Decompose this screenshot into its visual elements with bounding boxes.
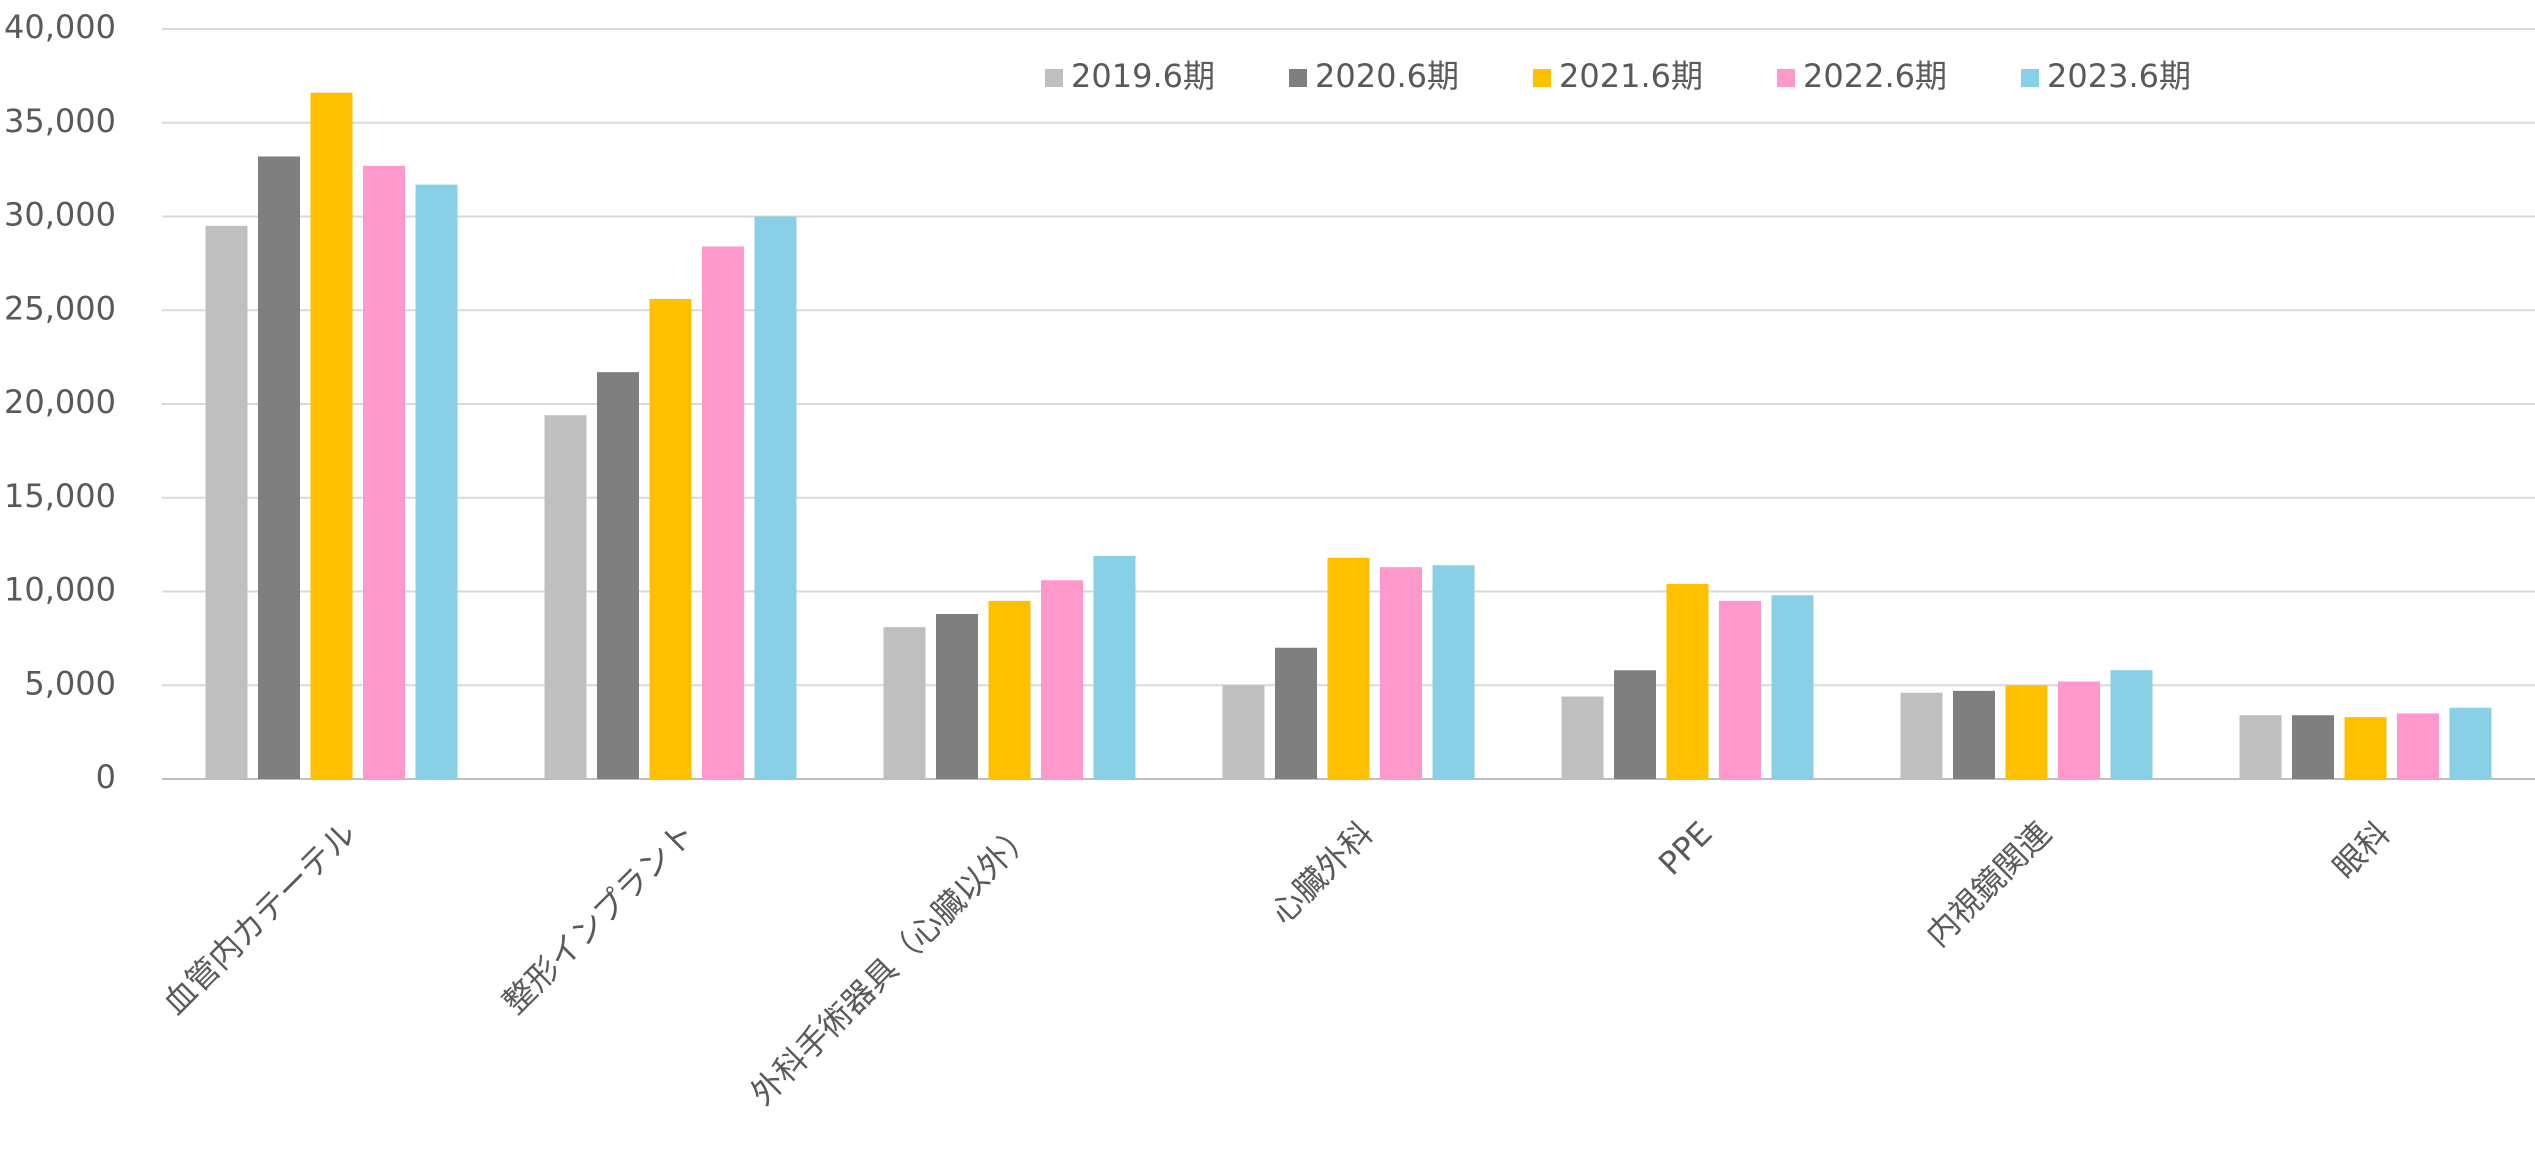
y-tick-label: 25,000 (4, 289, 116, 327)
bar (936, 614, 978, 779)
bar (597, 372, 639, 779)
bar (1222, 685, 1265, 779)
x-tick-label: 眼科 (2325, 814, 2397, 886)
y-tick-label: 20,000 (4, 383, 116, 421)
bar (702, 246, 744, 779)
bar (1275, 647, 1317, 779)
y-tick-label: 35,000 (4, 102, 116, 140)
bar (988, 600, 1031, 779)
bar (2058, 681, 2100, 779)
legend-swatch (1777, 69, 1795, 87)
x-tick-label: 心臓外科 (1263, 814, 1380, 931)
bar (1380, 567, 1422, 779)
x-tick-label: PPE (1651, 814, 1719, 882)
bar (754, 216, 797, 779)
bar (649, 299, 692, 779)
bar (415, 184, 458, 779)
bar (883, 627, 926, 779)
bar (2110, 670, 2153, 779)
bar (2239, 715, 2282, 779)
legend-swatch (1045, 69, 1063, 87)
x-tick-label: 内視鏡関連 (1919, 814, 2059, 954)
bar (2292, 715, 2334, 779)
bar (1666, 584, 1709, 779)
bar (1900, 692, 1943, 779)
y-tick-label: 0 (96, 758, 116, 796)
bar (363, 165, 405, 779)
bar (258, 156, 300, 779)
bar (310, 92, 353, 779)
bar (1432, 565, 1475, 779)
legend-label: 2022.6期 (1803, 57, 1947, 95)
legend-swatch (1533, 69, 1551, 87)
bar (1093, 555, 1136, 779)
bar (1953, 690, 1995, 779)
x-tick-label: 血管内カテーテル (156, 814, 364, 1022)
bar (2344, 717, 2387, 779)
x-tick-label: 外科手術器具（心臓以外） (743, 814, 1041, 1112)
legend-label: 2023.6期 (2047, 57, 2191, 95)
legend-label: 2020.6期 (1315, 57, 1459, 95)
legend-swatch (2021, 69, 2039, 87)
bar (1771, 595, 1814, 779)
bar (544, 415, 587, 779)
bar (1614, 670, 1656, 779)
bar (1719, 600, 1761, 779)
legend-label: 2021.6期 (1559, 57, 1703, 95)
y-tick-label: 30,000 (4, 196, 116, 234)
bar (2449, 707, 2492, 779)
x-tick-label: 整形インプラント (495, 814, 702, 1021)
bar (205, 225, 248, 779)
y-tick-label: 10,000 (4, 571, 116, 609)
bar (1327, 557, 1370, 779)
legend-label: 2019.6期 (1071, 57, 1215, 95)
bar (1041, 580, 1083, 779)
y-tick-label: 40,000 (4, 8, 116, 46)
y-tick-label: 5,000 (24, 664, 116, 702)
legend-swatch (1289, 69, 1307, 87)
bar (2397, 713, 2439, 779)
bar (2005, 685, 2048, 779)
bar (1561, 696, 1604, 779)
y-tick-label: 15,000 (4, 477, 116, 515)
